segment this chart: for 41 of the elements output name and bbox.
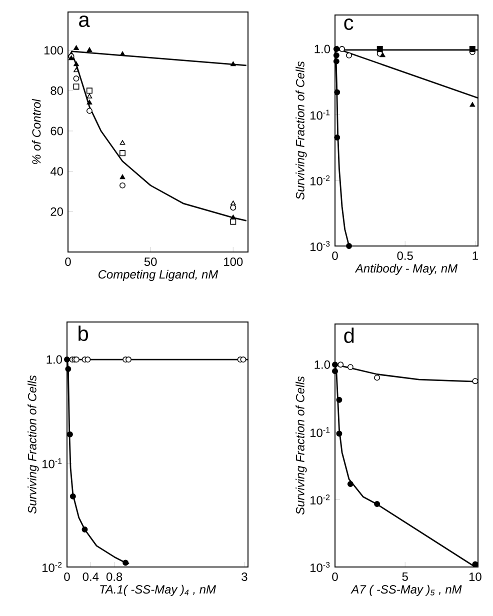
y-tick-label: 10$^{-2}$	[310, 175, 330, 186]
chart-title: a	[79, 16, 90, 28]
x-tick-label: 100	[224, 258, 243, 266]
x-tick-label: 0	[332, 252, 338, 260]
x-tick-label: 5	[402, 572, 408, 581]
x-axis-title: Antibody - May, nM	[354, 264, 458, 275]
x-tick-label: 0	[64, 572, 70, 581]
x-tick-label: 0	[332, 572, 338, 581]
y-tick-label: 80	[50, 86, 64, 95]
y-tick-label: 20	[50, 207, 64, 216]
y-tick-label: 100	[44, 46, 64, 55]
y-tick-label: 10$^{-2}$	[42, 562, 62, 572]
x-tick-label: 1	[472, 252, 478, 260]
y-tick-label: 10$^{-1}$	[310, 110, 330, 120]
chart-title: c	[344, 18, 354, 30]
y-tick-label: 1.0	[314, 360, 330, 369]
y-axis-title: Surviving Fraction of Cells	[296, 376, 307, 515]
y-tick-label: 1.0	[46, 355, 62, 364]
y-tick-label: 1.0	[314, 44, 330, 54]
x-tick-label: 0.8	[106, 572, 122, 581]
chart-title: b	[78, 326, 88, 342]
x-tick-label: 0.4	[82, 572, 99, 581]
y-tick-label: 10$^{-1}$	[310, 427, 330, 438]
y-axis-title: Surviving Fraction of Cells	[296, 61, 307, 200]
y-axis-title: % of Control	[32, 98, 41, 164]
y-tick-label: 10$^{-1}$	[42, 458, 62, 468]
x-axis-title: A7 ( -SS-May )$_{5}$ , nM	[350, 584, 462, 596]
x-axis-title: TA.1( -SS-May )$_{4}$ , nM	[100, 584, 216, 596]
y-axis-title: Surviving Fraction of Cells	[28, 375, 39, 514]
y-tick-label: 10$^{-3}$	[310, 240, 330, 251]
y-tick-label: 40	[50, 167, 64, 176]
y-tick-label: 10$^{-2}$	[310, 494, 330, 505]
y-tick-label: 10$^{-3}$	[310, 562, 330, 572]
x-axis-title: Competing Ligand, nM	[98, 270, 218, 281]
x-tick-label: 3	[242, 572, 248, 581]
x-tick-label: 10	[469, 572, 482, 581]
x-tick-label: 0	[65, 258, 71, 266]
chart-title: d	[344, 328, 354, 343]
x-tick-label: 50	[144, 258, 157, 266]
y-tick-label: 60	[50, 126, 64, 136]
x-tick-label: 0.5	[397, 252, 413, 260]
